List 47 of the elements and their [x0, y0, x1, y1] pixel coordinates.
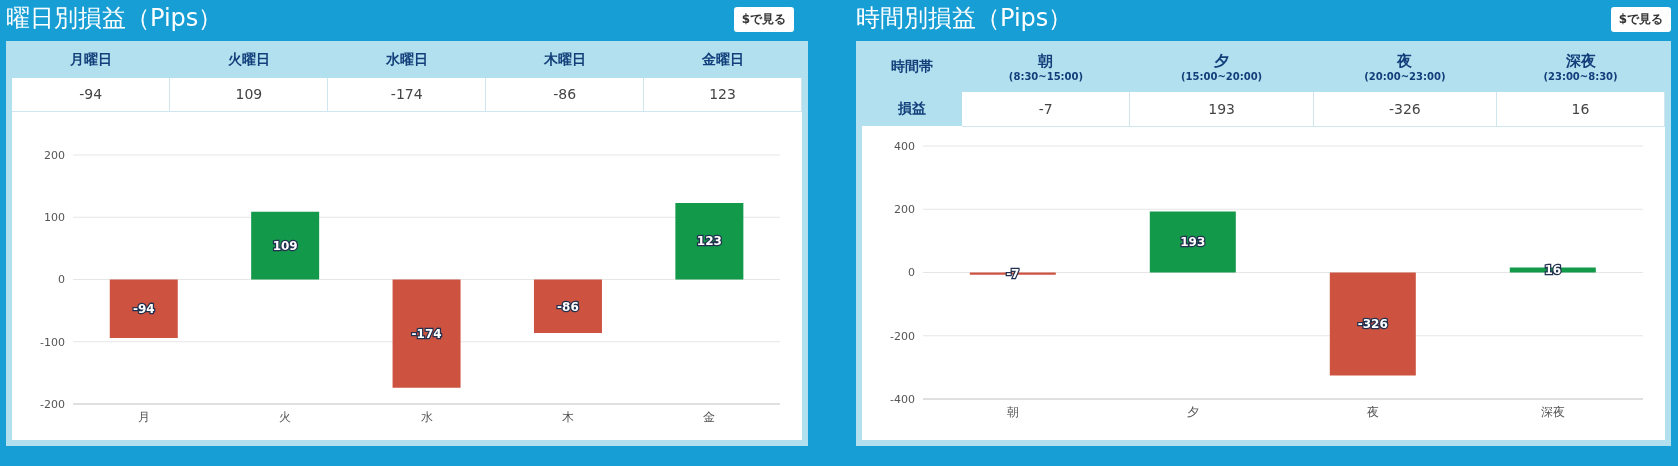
y-tick-label: -200: [890, 329, 915, 343]
chart-title: 曜日別損益（Pips）: [6, 3, 223, 34]
bar: [675, 202, 744, 279]
bar: [251, 211, 320, 279]
data-label: -174: [327, 78, 486, 111]
data-label: 123: [643, 78, 802, 111]
text: 損益: [862, 92, 962, 126]
data-label: -7: [962, 92, 1130, 126]
y-tick-label: 200: [894, 202, 915, 216]
x-tick-label: 月: [137, 409, 150, 424]
bar: [1149, 210, 1236, 272]
bar: [1329, 272, 1416, 376]
x-tick-label: 金: [703, 409, 716, 424]
data-label: -86: [485, 78, 644, 111]
annotation: 123: [696, 233, 722, 248]
y-tick-label: -200: [40, 397, 65, 411]
y-tick-label: 200: [44, 148, 65, 162]
x-tick-label: 夜: [1367, 404, 1379, 419]
text: $で見る: [733, 7, 794, 32]
data-label: -94: [12, 78, 170, 111]
x-tick-label: 木: [561, 409, 574, 424]
bar: [533, 279, 602, 333]
annotation: -174: [411, 326, 442, 341]
y-tick-label: 0: [58, 272, 65, 286]
data-label: 193: [1129, 92, 1314, 126]
bar: [109, 279, 178, 338]
data-label: 16: [1496, 92, 1665, 126]
data-label: -326: [1313, 92, 1497, 126]
x-tick-label: 水: [420, 409, 433, 424]
x-tick-label: 夕: [1187, 404, 1199, 419]
text: $で見る: [1610, 7, 1671, 32]
y-tick-label: 0: [908, 265, 915, 279]
y-tick-label: 100: [44, 210, 65, 224]
annotation: 193: [1180, 234, 1206, 249]
x-tick-label: 朝: [1007, 404, 1019, 419]
bar: [392, 279, 461, 388]
x-tick-label: 火: [279, 409, 292, 424]
y-tick-label: 400: [894, 139, 915, 153]
annotation: -86: [557, 299, 579, 314]
y-tick-label: -100: [40, 335, 65, 349]
chart-title: 時間別損益（Pips）: [856, 3, 1073, 34]
annotation: -326: [1357, 316, 1388, 331]
x-tick-label: 深夜: [1541, 404, 1565, 419]
annotation: 109: [272, 238, 298, 253]
y-tick-label: -400: [890, 392, 915, 406]
data-label: 109: [169, 78, 328, 111]
annotation: -94: [132, 301, 155, 316]
